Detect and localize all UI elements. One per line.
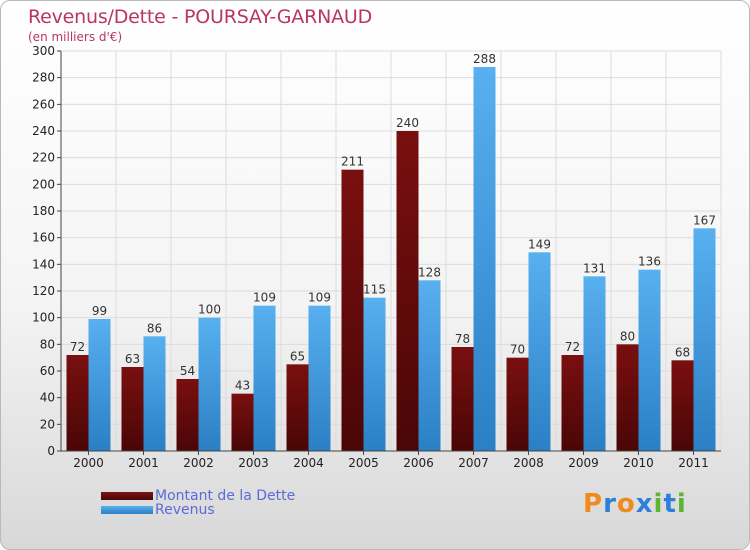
x-tick-label: 2011 <box>678 456 709 470</box>
y-tick-label: 260 <box>32 97 55 111</box>
data-label-dette: 78 <box>455 332 470 346</box>
chart-title: Revenus/Dette - POURSAY-GARNAUD <box>28 6 373 28</box>
data-label-revenus: 131 <box>583 261 606 275</box>
data-label-revenus: 109 <box>308 291 331 305</box>
data-label-revenus: 136 <box>638 255 661 269</box>
data-label-revenus: 109 <box>253 291 276 305</box>
legend-item-revenus: Revenus <box>101 502 215 518</box>
data-label-dette: 72 <box>70 340 85 354</box>
y-tick-label: 200 <box>32 177 55 191</box>
legend-swatch-debt <box>101 492 153 500</box>
bar-revenus <box>418 280 441 451</box>
legend-item-debt: Montant de la Dette <box>101 488 295 504</box>
legend-swatch-revenus <box>101 506 153 514</box>
data-label-dette: 80 <box>620 329 635 343</box>
bar-revenus <box>88 319 111 451</box>
bar-dette <box>231 393 254 451</box>
y-tick-label: 100 <box>32 311 55 325</box>
data-label-revenus: 115 <box>363 283 386 297</box>
data-labels: 72 99 63 86 54 100 43 109 65 109 211 115 240 128 78 288… <box>70 52 716 393</box>
x-tick-label: 2004 <box>293 456 324 470</box>
x-tick-label: 2007 <box>458 456 489 470</box>
bar-revenus <box>308 305 331 451</box>
bar-dette <box>671 360 694 451</box>
logo-letter: o <box>616 489 636 519</box>
data-label-revenus: 128 <box>418 265 441 279</box>
axes: 0 20 40 60 80 100 120 140 160 180 200 220 240 260 280 3… <box>32 44 721 470</box>
bar-revenus <box>638 269 661 451</box>
grid-lines <box>60 50 722 452</box>
logo-letter: i <box>653 489 664 519</box>
y-tick-label: 40 <box>40 391 55 405</box>
y-tick-label: 20 <box>40 417 55 431</box>
x-tick-label: 2000 <box>73 456 104 470</box>
bars <box>66 67 716 451</box>
bar-revenus <box>693 228 716 451</box>
y-tick-label: 0 <box>47 444 55 458</box>
bar-dette <box>66 355 89 451</box>
x-tick-label: 2005 <box>348 456 379 470</box>
y-tick-label: 280 <box>32 71 55 85</box>
x-tick-label: 2006 <box>403 456 434 470</box>
bar-dette <box>341 169 364 451</box>
chart-subtitle: (en milliers d'€) <box>28 30 123 44</box>
x-tick-label: 2010 <box>623 456 654 470</box>
data-label-dette: 65 <box>290 349 305 363</box>
bar-revenus <box>143 336 166 451</box>
y-tick-label: 140 <box>32 257 55 271</box>
logo-letter: t <box>663 489 677 519</box>
bar-dette <box>176 379 199 451</box>
data-label-dette: 43 <box>235 379 250 393</box>
x-tick-label: 2001 <box>128 456 159 470</box>
data-label-dette: 68 <box>675 345 690 359</box>
data-label-revenus: 86 <box>147 321 162 335</box>
data-label-dette: 211 <box>341 155 364 169</box>
bar-revenus <box>363 297 386 451</box>
x-tick-label: 2009 <box>568 456 599 470</box>
bar-dette <box>286 364 309 451</box>
legend-label-debt: Montant de la Dette <box>155 488 296 504</box>
data-label-dette: 72 <box>565 340 580 354</box>
bar-dette <box>121 367 144 451</box>
bar-revenus <box>528 252 551 451</box>
data-label-revenus: 288 <box>473 52 496 66</box>
bar-dette <box>616 344 639 451</box>
logo-letter: P <box>583 489 604 519</box>
y-tick-label: 160 <box>32 231 55 245</box>
data-label-revenus: 100 <box>198 303 221 317</box>
y-tick-label: 180 <box>32 204 55 218</box>
logo-letter: x <box>635 489 654 519</box>
data-label-dette: 54 <box>180 364 195 378</box>
bar-revenus <box>198 317 221 451</box>
bar-dette <box>561 355 584 451</box>
x-tick-label: 2003 <box>238 456 269 470</box>
bar-dette <box>396 131 419 451</box>
data-label-dette: 63 <box>125 352 140 366</box>
data-label-revenus: 167 <box>693 213 716 227</box>
y-tick-label: 60 <box>40 364 55 378</box>
data-label-dette: 240 <box>396 116 419 130</box>
data-label-revenus: 99 <box>92 304 107 318</box>
bar-revenus <box>253 305 276 451</box>
bar-revenus <box>583 276 606 451</box>
proxiti-logo: Proxiti <box>583 489 687 519</box>
data-label-dette: 70 <box>510 343 525 357</box>
y-tick-label: 240 <box>32 124 55 138</box>
bar-dette <box>506 357 529 451</box>
logo-letter: r <box>603 489 617 519</box>
bar-dette <box>451 347 474 451</box>
data-label-revenus: 149 <box>528 237 551 251</box>
x-tick-label: 2008 <box>513 456 544 470</box>
legend-label-revenus: Revenus <box>155 502 215 518</box>
bar-revenus <box>473 67 496 451</box>
x-tick-label: 2002 <box>183 456 214 470</box>
y-tick-label: 120 <box>32 284 55 298</box>
y-tick-label: 80 <box>40 337 55 351</box>
logo-letter: i <box>676 489 687 519</box>
y-tick-label: 300 <box>32 44 55 58</box>
y-tick-label: 220 <box>32 151 55 165</box>
